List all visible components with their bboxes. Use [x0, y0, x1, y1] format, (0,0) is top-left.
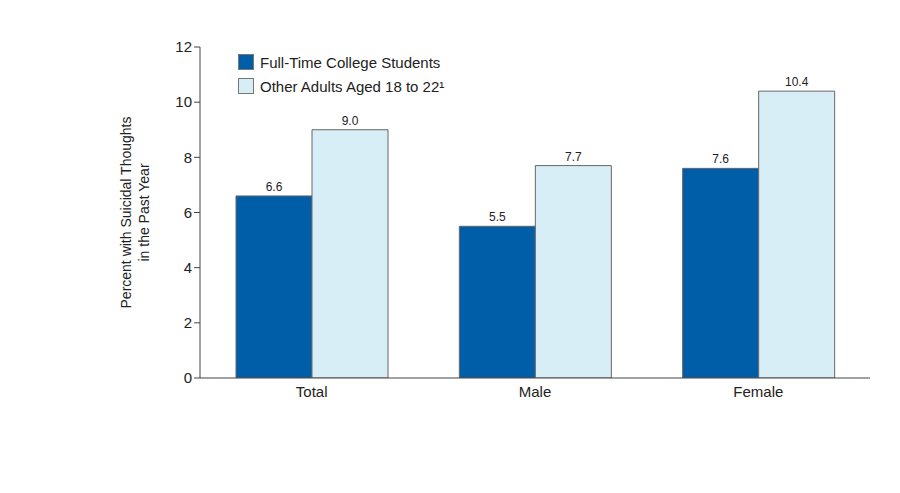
- svg-text:10: 10: [175, 93, 192, 110]
- svg-text:8: 8: [184, 149, 192, 166]
- svg-text:9.0: 9.0: [342, 114, 359, 128]
- svg-text:12: 12: [175, 38, 192, 55]
- svg-text:7.7: 7.7: [565, 150, 582, 164]
- svg-text:5.5: 5.5: [489, 210, 506, 224]
- svg-text:Percent with Suicidal Thoughts: Percent with Suicidal Thoughtsin the Pas…: [118, 117, 152, 309]
- svg-text:6.6: 6.6: [266, 180, 283, 194]
- svg-text:10.4: 10.4: [785, 75, 809, 89]
- svg-text:Male: Male: [519, 383, 552, 400]
- html-text:Other Adults Aged 18 to 22¹: Other Adults Aged 18 to 22¹: [260, 77, 445, 95]
- svg-text:2: 2: [184, 314, 192, 331]
- svg-text:6: 6: [184, 204, 192, 221]
- html-text:Full-Time College Students: Full-Time College Students: [260, 53, 441, 71]
- svg-text:Total: Total: [296, 383, 328, 400]
- svg-text:7.6: 7.6: [712, 152, 729, 166]
- svg-text:4: 4: [184, 259, 192, 276]
- svg-text:Female: Female: [733, 383, 783, 400]
- svg-text:0: 0: [184, 369, 192, 386]
